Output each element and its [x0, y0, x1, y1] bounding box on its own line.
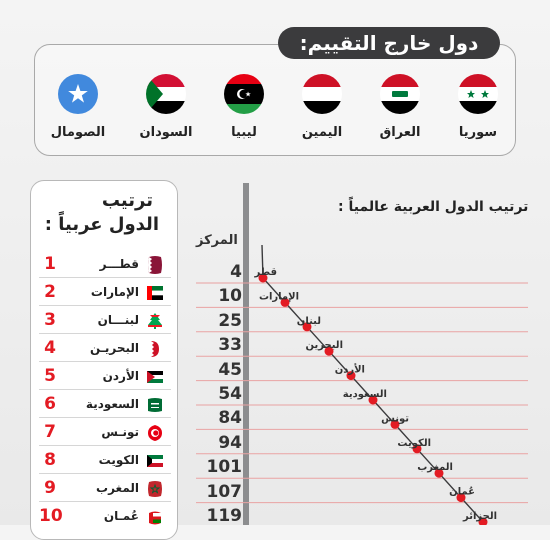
- ranking-point: [412, 444, 422, 454]
- world-rank-number: 107: [206, 481, 243, 502]
- world-rank-number: 45: [218, 359, 242, 380]
- world-rank-number: 4: [230, 262, 242, 282]
- world-rank-number: 84: [218, 408, 242, 429]
- arab-rank-row: 2 الإمارات: [39, 281, 171, 306]
- syria-flag-icon: [458, 74, 498, 114]
- sudan-flag-icon: [146, 74, 186, 114]
- ranking-point-label: المغرب: [417, 462, 453, 473]
- arab-rank-row: 9 المغرب: [39, 477, 171, 502]
- somalia-flag-icon: [58, 74, 98, 114]
- country-syria: سوريا: [443, 73, 513, 140]
- ranking-point: [390, 419, 400, 429]
- center-divider: [243, 183, 249, 525]
- country-iraq: العراق: [365, 73, 435, 140]
- ranking-point-label: عُمان: [449, 486, 475, 498]
- country-libya: ليبيا: [209, 73, 279, 140]
- ranking-point: [324, 346, 334, 356]
- world-rank-number: 33: [218, 335, 242, 356]
- country-sudan: السودان: [131, 73, 201, 140]
- arab-rank-row: 4 البحريـن: [39, 337, 171, 362]
- iraq-flag-icon: [380, 74, 420, 114]
- ranking-point-label: السعودية: [343, 389, 387, 400]
- qatar-flag-icon: [148, 256, 162, 274]
- ranking-point: [478, 517, 488, 525]
- arab-rank-row: 3 لبنـــان: [39, 309, 171, 334]
- world-rank-number: 101: [206, 457, 243, 478]
- uae-flag-icon: [147, 286, 163, 300]
- arab-rank-row: 10 عُمـان: [39, 505, 171, 529]
- world-rank-number: 10: [218, 286, 242, 307]
- ranking-point: [280, 297, 290, 307]
- morocco-flag-icon: [148, 481, 162, 497]
- arab-rank-row: 5 الأردن: [39, 365, 171, 390]
- ranking-point-label: الكويت: [397, 438, 431, 449]
- ranking-point: [346, 371, 356, 381]
- not-evaluated-box: سوريا العراق اليمين: [34, 44, 516, 156]
- arab-ranking-title: ترتيب الدول عربياً :: [44, 190, 159, 235]
- world-rank-number: 54: [218, 384, 242, 404]
- ranking-point-label: قطر: [253, 267, 277, 278]
- world-ranking-chart: قطر الإمارات لبنان البحرين الأردن السعودية تون…: [196, 244, 528, 525]
- arab-rank-row: 7 تونـس: [39, 421, 171, 446]
- world-ranking-title: ترتيب الدول العربية عالمياً :: [338, 199, 529, 215]
- kuwait-flag-icon: [147, 455, 163, 467]
- ranking-point: [434, 468, 444, 478]
- bahrain-flag-icon: [151, 341, 159, 357]
- arab-ranking-panel: ترتيب الدول عربياً : 1 قطـــر 2 الإمارات…: [30, 180, 178, 540]
- ranking-point-label: لبنان: [297, 316, 321, 327]
- arab-rank-row: 1 قطـــر: [39, 253, 171, 278]
- rank-column-header: المركز: [196, 233, 238, 248]
- ranking-point: [456, 493, 466, 503]
- ranking-point-label: البحرين: [306, 340, 343, 351]
- arab-rank-row: 6 السعودية: [39, 393, 171, 418]
- world-rank-number: 119: [206, 506, 243, 526]
- ranking-point: [258, 273, 268, 283]
- tunisia-flag-icon: [148, 425, 162, 441]
- ranking-trend-line: [261, 244, 487, 525]
- not-evaluated-title: دول خارج التقييم:: [278, 27, 500, 59]
- arab-rank-row: 8 الكويت: [39, 449, 171, 474]
- ranking-point-label: الأردن: [335, 363, 365, 376]
- oman-flag-icon: [149, 511, 161, 525]
- lebanon-flag-icon: [148, 313, 162, 329]
- ranking-point-label: الجزائر: [462, 511, 497, 522]
- ranking-point: [302, 322, 312, 332]
- ranking-point-label: الإمارات: [259, 291, 299, 302]
- yemen-flag-icon: [302, 74, 342, 114]
- jordan-flag-icon: [147, 371, 163, 383]
- saudi-flag-icon: [148, 398, 162, 412]
- ranking-point: [368, 395, 378, 405]
- country-somalia: الصومال: [43, 73, 113, 140]
- country-yemen: اليمين: [287, 73, 357, 140]
- libya-flag-icon: [224, 74, 264, 114]
- world-rank-number: 25: [218, 310, 242, 331]
- world-rank-number: 94: [218, 432, 242, 453]
- ranking-point-label: تونس: [381, 413, 409, 424]
